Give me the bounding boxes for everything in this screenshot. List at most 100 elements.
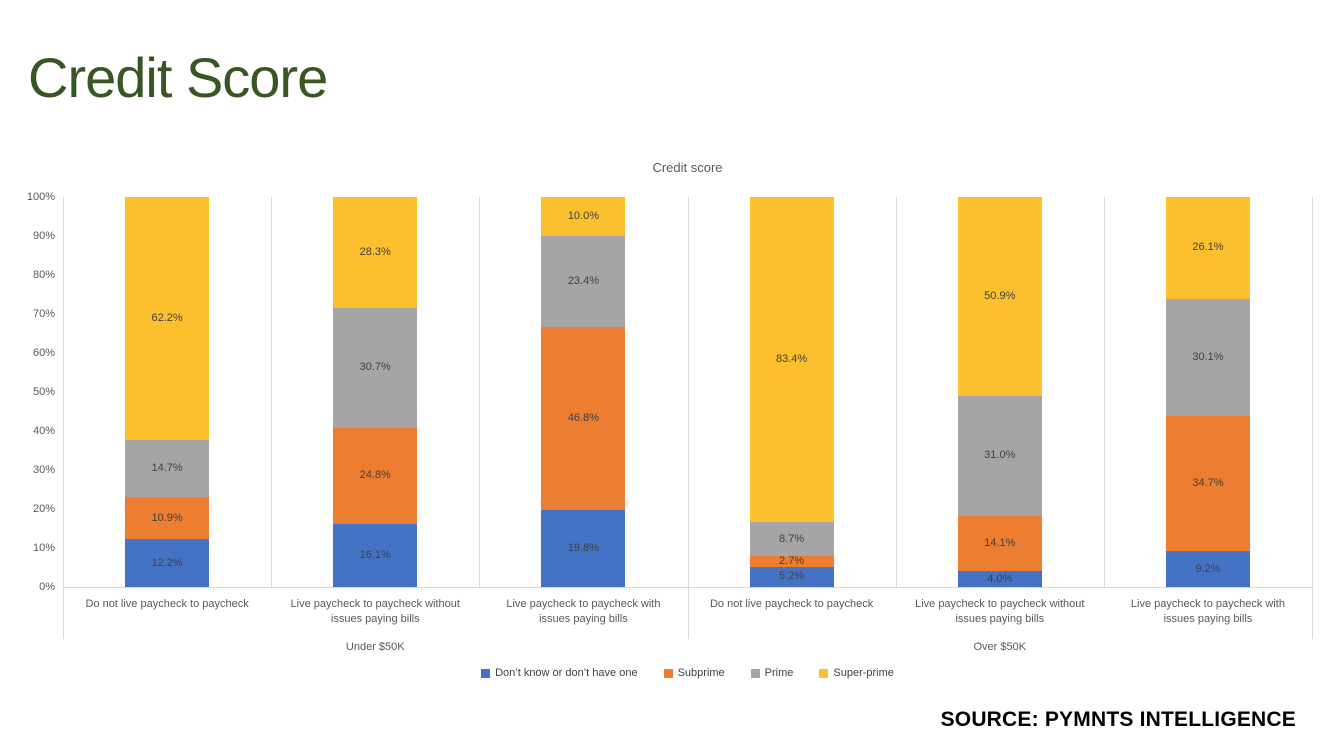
bar-segment: 14.7% bbox=[125, 439, 210, 497]
legend-item: Super-prime bbox=[819, 667, 894, 679]
y-tick-label: 10% bbox=[32, 542, 55, 554]
legend-item: Subprime bbox=[663, 667, 725, 679]
data-label: 28.3% bbox=[359, 246, 391, 259]
legend-swatch-icon bbox=[750, 668, 760, 678]
data-label: 24.8% bbox=[359, 469, 391, 482]
bars-container: 12.2% 10.9% 14.7% 62.2% 16.1% 24.8% 30.7% 28.3%… bbox=[63, 197, 1312, 587]
legend-label: Don’t know or don’t have one bbox=[495, 667, 638, 679]
data-label: 14.1% bbox=[984, 537, 1016, 550]
category-label: Live paycheck to paycheck with issues pa… bbox=[1130, 598, 1285, 626]
bar-segment: 5.2% bbox=[749, 566, 834, 587]
bar-cell: 9.2% 34.7% 30.1% 26.1% bbox=[1104, 197, 1312, 587]
category-axis-labels: Do not live paycheck to paycheck Live pay… bbox=[63, 597, 1312, 628]
legend-swatch-icon bbox=[481, 668, 491, 678]
y-tick-label: 30% bbox=[32, 464, 55, 476]
data-label: 46.8% bbox=[567, 412, 600, 425]
bar-segment: 26.1% bbox=[1165, 197, 1250, 299]
bar-segment: 10.0% bbox=[541, 197, 626, 237]
data-label: 10.9% bbox=[151, 511, 183, 524]
group-separator-line bbox=[63, 197, 64, 639]
bar-segment: 16.1% bbox=[333, 524, 418, 587]
category-label: Live paycheck to paycheck without issues… bbox=[290, 598, 460, 626]
stacked-bar: 5.2% 2.7% 8.7% 83.4% bbox=[749, 197, 834, 587]
data-label: 8.7% bbox=[779, 532, 805, 545]
y-axis: 0% 10% 20% 30% 40% 50% 60% 70% 80% 90% 100% bbox=[0, 192, 55, 593]
data-label: 5.2% bbox=[779, 570, 805, 583]
data-label: 9.2% bbox=[1195, 562, 1221, 575]
legend-item: Prime bbox=[750, 667, 794, 679]
legend-label: Prime bbox=[764, 667, 794, 679]
bar-segment: 30.7% bbox=[333, 307, 418, 428]
legend-swatch-icon bbox=[819, 668, 829, 678]
bar-segment: 19.8% bbox=[541, 509, 626, 587]
page-title: Credit Score bbox=[28, 45, 328, 109]
group-axis-labels: Under $50K Over $50K bbox=[63, 641, 1312, 653]
category-separator-line bbox=[1104, 197, 1105, 587]
legend-swatch-icon bbox=[663, 668, 673, 678]
data-label: 4.0% bbox=[987, 572, 1013, 585]
stacked-bar: 4.0% 14.1% 31.0% 50.9% bbox=[957, 197, 1042, 587]
bar-cell: 19.8% 46.8% 23.4% 10.0% bbox=[479, 197, 687, 587]
data-label: 10.0% bbox=[567, 210, 600, 223]
bar-cell: 12.2% 10.9% 14.7% 62.2% bbox=[63, 197, 271, 587]
bar-cell: 16.1% 24.8% 30.7% 28.3% bbox=[271, 197, 479, 587]
category-label: Do not live paycheck to paycheck bbox=[85, 598, 249, 610]
y-tick-label: 90% bbox=[32, 230, 55, 242]
category-separator-line bbox=[271, 197, 272, 587]
plot-area: 12.2% 10.9% 14.7% 62.2% 16.1% 24.8% 30.7% 28.3%… bbox=[63, 197, 1313, 639]
bar-segment: 8.7% bbox=[749, 522, 834, 557]
bar-cell: 4.0% 14.1% 31.0% 50.9% bbox=[896, 197, 1104, 587]
data-label: 26.1% bbox=[1192, 241, 1224, 254]
y-tick-label: 80% bbox=[32, 269, 55, 281]
y-tick-label: 0% bbox=[39, 581, 55, 593]
bar-segment: 23.4% bbox=[541, 236, 626, 328]
y-tick-label: 100% bbox=[26, 191, 55, 203]
category-separator-line bbox=[896, 197, 897, 587]
group-label: Over $50K bbox=[973, 641, 1027, 653]
bar-segment: 31.0% bbox=[957, 395, 1042, 517]
bar-segment: 34.7% bbox=[1165, 415, 1250, 552]
bar-segment: 24.8% bbox=[333, 427, 418, 525]
data-label: 30.1% bbox=[1192, 350, 1224, 363]
legend-label: Super-prime bbox=[833, 667, 894, 679]
bar-segment: 2.7% bbox=[749, 554, 834, 567]
data-label: 34.7% bbox=[1192, 477, 1224, 490]
stacked-bar: 19.8% 46.8% 23.4% 10.0% bbox=[541, 197, 626, 587]
source-credit: SOURCE: PYMNTS INTELLIGENCE bbox=[940, 708, 1296, 731]
bar-segment: 62.2% bbox=[125, 197, 210, 440]
y-tick-label: 60% bbox=[32, 347, 55, 359]
data-label: 19.8% bbox=[567, 541, 600, 554]
legend-label: Subprime bbox=[677, 667, 725, 679]
data-label: 62.2% bbox=[151, 311, 183, 324]
data-label: 23.4% bbox=[567, 275, 600, 288]
y-tick-label: 40% bbox=[32, 425, 55, 437]
data-label: 2.7% bbox=[779, 554, 805, 567]
stacked-bar: 16.1% 24.8% 30.7% 28.3% bbox=[333, 197, 418, 587]
bar-cell: 5.2% 2.7% 8.7% 83.4% bbox=[688, 197, 896, 587]
group-label: Under $50K bbox=[345, 641, 405, 653]
bar-segment: 46.8% bbox=[541, 327, 626, 510]
bar-segment: 83.4% bbox=[749, 197, 834, 523]
data-label: 50.9% bbox=[984, 289, 1016, 302]
x-axis-line bbox=[63, 587, 1313, 588]
category-label: Do not live paycheck to paycheck bbox=[709, 598, 874, 610]
data-label: 12.2% bbox=[151, 556, 183, 569]
bar-segment: 9.2% bbox=[1165, 551, 1250, 587]
stacked-bar: 12.2% 10.9% 14.7% 62.2% bbox=[125, 197, 210, 587]
bar-segment: 28.3% bbox=[333, 197, 418, 308]
y-tick-label: 50% bbox=[32, 386, 55, 398]
group-separator-line bbox=[688, 197, 689, 639]
chart-title: Credit score bbox=[652, 160, 723, 175]
y-tick-label: 70% bbox=[32, 308, 55, 320]
bar-segment: 14.1% bbox=[957, 516, 1042, 572]
bar-segment: 30.1% bbox=[1165, 298, 1250, 416]
bar-segment: 50.9% bbox=[957, 197, 1042, 396]
category-label: Live paycheck to paycheck without issues… bbox=[915, 598, 1085, 626]
group-separator-line bbox=[1312, 197, 1313, 639]
data-label: 14.7% bbox=[151, 461, 183, 474]
bar-segment: 12.2% bbox=[125, 539, 210, 587]
legend-item: Don’t know or don’t have one bbox=[481, 667, 638, 679]
data-label: 83.4% bbox=[775, 353, 808, 366]
bar-segment: 4.0% bbox=[957, 571, 1042, 587]
category-separator-line bbox=[479, 197, 480, 587]
